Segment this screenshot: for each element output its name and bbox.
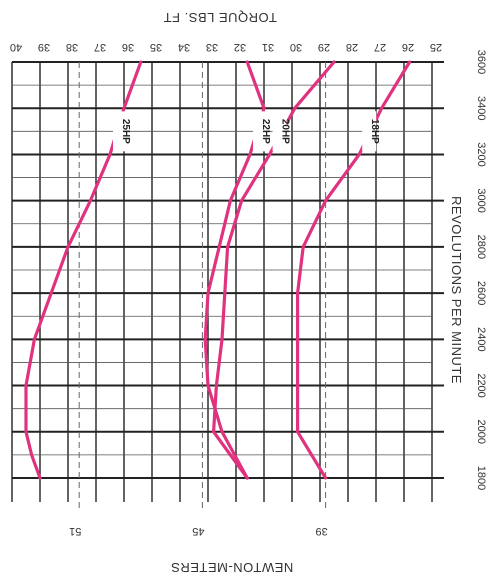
series-layer: 25HP 22HP 20HP 18HP: [24, 60, 412, 480]
axis-title-torque: TORQUE LBS. FT: [163, 10, 277, 25]
rpm-tick-label: 3400: [475, 96, 487, 120]
series-label-20hp: 20HP: [280, 119, 291, 144]
rpm-tick-label: 3600: [475, 50, 487, 74]
newton-meter-tick-label: 51: [69, 525, 81, 537]
rpm-tick-label: 3000: [475, 188, 487, 212]
axis-title-rpm: REVOLUTIONS PER MINUTE: [449, 196, 464, 384]
series-label-bg: [272, 111, 287, 152]
torque-tick-label: 28: [346, 41, 358, 53]
torque-tick-label: 40: [10, 41, 22, 53]
torque-tick-label: 30: [290, 41, 302, 53]
torque-tick-label: 25: [430, 41, 442, 53]
series-label-25hp: 25HP: [120, 119, 131, 144]
torque-tick-label: 34: [178, 41, 190, 53]
newton-meter-tick-label: 39: [315, 525, 327, 537]
rpm-tick-label: 2800: [475, 235, 487, 259]
newton-meter-reference-lines: [78, 62, 327, 510]
torque-tick-label: 36: [122, 41, 134, 53]
torque-tick-label: 31: [262, 41, 274, 53]
rpm-tick-label: 2200: [475, 373, 487, 397]
torque-tick-label: 26: [402, 41, 414, 53]
torque-tick-label: 37: [94, 41, 106, 53]
axis-title-newton-meters: NEWTON-METERS: [171, 560, 294, 575]
series-label-18hp: 18HP: [369, 119, 380, 144]
torque-tick-label: 27: [374, 41, 386, 53]
rpm-tick-label: 2600: [475, 281, 487, 305]
torque-tick-label: 32: [234, 41, 246, 53]
torque-tick-label: 39: [38, 41, 50, 53]
newton-meter-tick-label: 45: [192, 525, 204, 537]
torque-tick-label: 35: [150, 41, 162, 53]
series-label-bg: [253, 111, 267, 152]
torque-tick-label: 38: [66, 41, 78, 53]
tick-labels: 25 26 27 28 29 30 31 32 33 34 35 36 37 38 39 40 1800 2000…: [10, 41, 487, 537]
series-label-22hp: 22HP: [260, 119, 271, 144]
torque-tick-label: 29: [318, 41, 330, 53]
torque-tick-label: 33: [206, 41, 218, 53]
series-label-bg: [113, 111, 127, 152]
rpm-tick-label: 2000: [475, 420, 487, 444]
series-label-bg: [362, 111, 377, 152]
rpm-tick-label: 1800: [475, 466, 487, 490]
rpm-tick-label: 2400: [475, 327, 487, 351]
rpm-tick-label: 3200: [475, 142, 487, 166]
